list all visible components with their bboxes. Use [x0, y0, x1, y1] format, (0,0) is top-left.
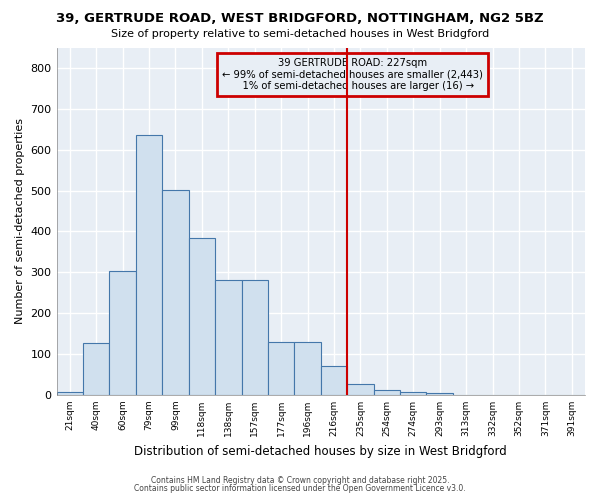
- Text: Contains HM Land Registry data © Crown copyright and database right 2025.: Contains HM Land Registry data © Crown c…: [151, 476, 449, 485]
- Bar: [374, 390, 400, 395]
- X-axis label: Distribution of semi-detached houses by size in West Bridgford: Distribution of semi-detached houses by …: [134, 444, 507, 458]
- Text: Size of property relative to semi-detached houses in West Bridgford: Size of property relative to semi-detach…: [111, 29, 489, 39]
- Bar: [400, 392, 427, 395]
- Y-axis label: Number of semi-detached properties: Number of semi-detached properties: [15, 118, 25, 324]
- Bar: [83, 343, 109, 395]
- Text: 39 GERTRUDE ROAD: 227sqm
← 99% of semi-detached houses are smaller (2,443)
    1: 39 GERTRUDE ROAD: 227sqm ← 99% of semi-d…: [222, 58, 483, 91]
- Bar: [109, 272, 136, 395]
- Bar: [321, 366, 347, 395]
- Bar: [242, 280, 268, 395]
- Bar: [56, 392, 83, 395]
- Text: 39, GERTRUDE ROAD, WEST BRIDGFORD, NOTTINGHAM, NG2 5BZ: 39, GERTRUDE ROAD, WEST BRIDGFORD, NOTTI…: [56, 12, 544, 26]
- Bar: [295, 342, 321, 395]
- Bar: [188, 238, 215, 395]
- Text: Contains public sector information licensed under the Open Government Licence v3: Contains public sector information licen…: [134, 484, 466, 493]
- Bar: [268, 342, 295, 395]
- Bar: [347, 384, 374, 395]
- Bar: [215, 280, 242, 395]
- Bar: [136, 136, 162, 395]
- Bar: [162, 190, 188, 395]
- Bar: [427, 393, 453, 395]
